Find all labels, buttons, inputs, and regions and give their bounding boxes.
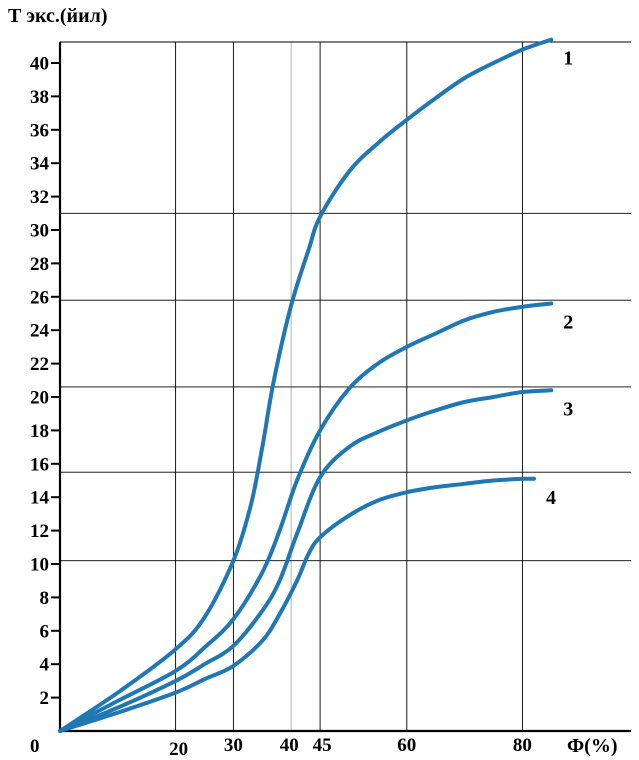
y-tick-label-20: 20 — [30, 388, 49, 409]
x-tick-label-40: 40 — [280, 735, 299, 756]
y-tick-label-28: 28 — [30, 254, 49, 275]
series-line-1 — [58, 37, 554, 733]
y-tick-label-36: 36 — [30, 120, 49, 141]
origin-label: 0 — [30, 736, 40, 757]
y-tick-label-6: 6 — [40, 621, 50, 642]
y-tick-label-38: 38 — [30, 87, 49, 108]
y-axis-title: Т экс.(йил) — [8, 5, 107, 27]
y-tick-label-16: 16 — [30, 454, 49, 475]
series-label-3: 3 — [563, 398, 573, 420]
x-tick-label-30: 30 — [224, 735, 243, 756]
y-tick-label-30: 30 — [30, 221, 49, 242]
y-tick-label-14: 14 — [30, 488, 50, 509]
y-tick-label-12: 12 — [30, 521, 49, 542]
y-tick-label-26: 26 — [30, 287, 49, 308]
axis-layer — [58, 42, 631, 733]
x-tick-label-20: 20 — [169, 739, 188, 760]
series-label-1: 1 — [563, 48, 573, 70]
x-tick-label-60: 60 — [397, 735, 416, 756]
y-tick-label-34: 34 — [30, 154, 50, 175]
series-label-4: 4 — [546, 487, 556, 509]
y-tick-label-32: 32 — [30, 187, 49, 208]
y-tick-label-24: 24 — [30, 321, 50, 342]
x-tick-label-80: 80 — [513, 735, 532, 756]
y-tick-label-10: 10 — [30, 555, 49, 576]
y-tick-label-18: 18 — [30, 421, 49, 442]
y-tick-label-4: 4 — [40, 655, 50, 676]
series-layer: 1 2 3 4 — [58, 37, 573, 733]
grid-layer — [60, 41, 631, 731]
series-line-4 — [58, 476, 536, 733]
y-tick-label-40: 40 — [30, 54, 49, 75]
series-label-2: 2 — [563, 311, 573, 333]
series-line-2 — [58, 301, 554, 733]
x-tick-label-45: 45 — [313, 735, 332, 756]
x-axis-title: Ф(%) — [567, 735, 618, 757]
y-tick-label-2: 2 — [40, 688, 50, 709]
series-line-3 — [58, 388, 554, 733]
y-tick-label-22: 22 — [30, 354, 49, 375]
y-tick-label-8: 8 — [40, 588, 50, 609]
